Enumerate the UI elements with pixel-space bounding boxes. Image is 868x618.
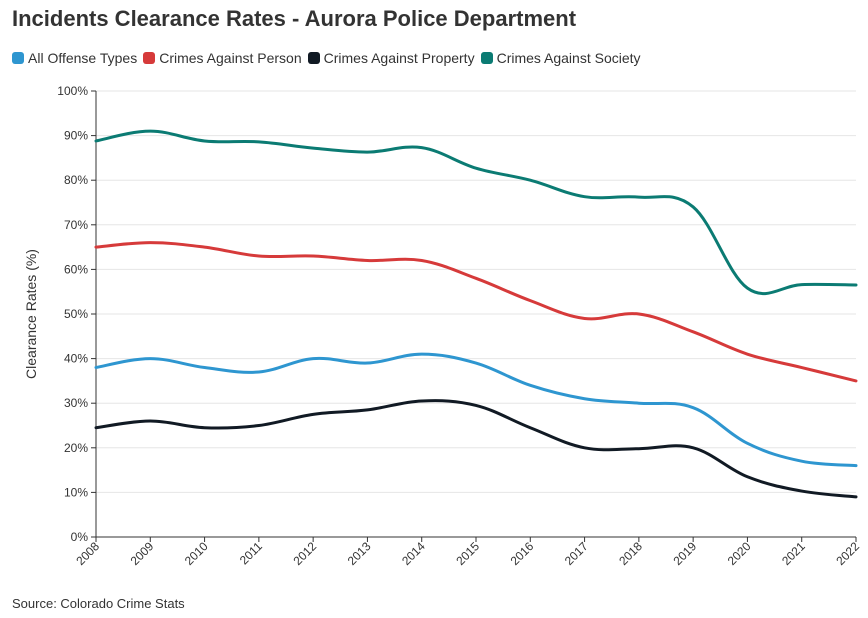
y-tick-label: 50% [64, 307, 88, 321]
x-tick-label: 2018 [616, 539, 645, 568]
x-tick-label: 2020 [725, 539, 754, 568]
x-tick-label: 2017 [562, 539, 591, 568]
x-tick-label: 2010 [182, 539, 211, 568]
y-tick-label: 100% [57, 84, 88, 98]
x-tick-label: 2019 [670, 539, 699, 568]
x-tick-label: 2022 [833, 539, 862, 568]
legend-item[interactable]: Crimes Against Person [143, 50, 302, 66]
y-tick-label: 0% [71, 530, 89, 544]
x-tick-label: 2021 [779, 539, 808, 568]
source-note: Source: Colorado Crime Stats [12, 596, 185, 611]
legend-item[interactable]: Crimes Against Property [307, 50, 475, 66]
y-axis-title: Clearance Rates (%) [23, 249, 39, 379]
series-line [94, 129, 858, 296]
series-line [94, 241, 858, 383]
series-line [94, 399, 858, 499]
x-tick-label: 2013 [345, 539, 374, 568]
x-tick-label: 2014 [399, 539, 428, 568]
y-tick-label: 80% [64, 173, 88, 187]
x-tick-label: 2015 [453, 539, 482, 568]
legend-swatch [143, 52, 156, 64]
y-tick-label: 70% [64, 218, 88, 232]
y-tick-label: 40% [64, 352, 88, 366]
x-tick-label: 2012 [290, 539, 319, 568]
y-tick-label: 30% [64, 396, 88, 410]
x-tick-label: 2009 [128, 539, 157, 568]
y-tick-label: 10% [64, 485, 88, 499]
y-tick-label: 60% [64, 262, 88, 276]
legend-label: Crimes Against Society [496, 50, 641, 66]
legend-label: All Offense Types [28, 50, 138, 66]
legend-item[interactable]: All Offense Types [12, 50, 137, 66]
x-tick-label: 2016 [508, 539, 537, 568]
y-tick-label: 20% [64, 441, 88, 455]
legend-label: Crimes Against Person [159, 50, 302, 66]
legend: All Offense Types Crimes Against Person Cr… [12, 50, 647, 66]
x-tick-label: 2011 [237, 539, 265, 567]
chart-title: Incidents Clearance Rates - Aurora Polic… [12, 6, 577, 31]
legend-swatch [480, 52, 493, 64]
legend-swatch [307, 52, 320, 64]
series-line [94, 352, 858, 468]
legend-item[interactable]: Crimes Against Society [480, 50, 641, 66]
y-tick-label: 90% [64, 129, 88, 143]
legend-swatch [12, 52, 24, 64]
legend-label: Crimes Against Property [323, 50, 475, 66]
